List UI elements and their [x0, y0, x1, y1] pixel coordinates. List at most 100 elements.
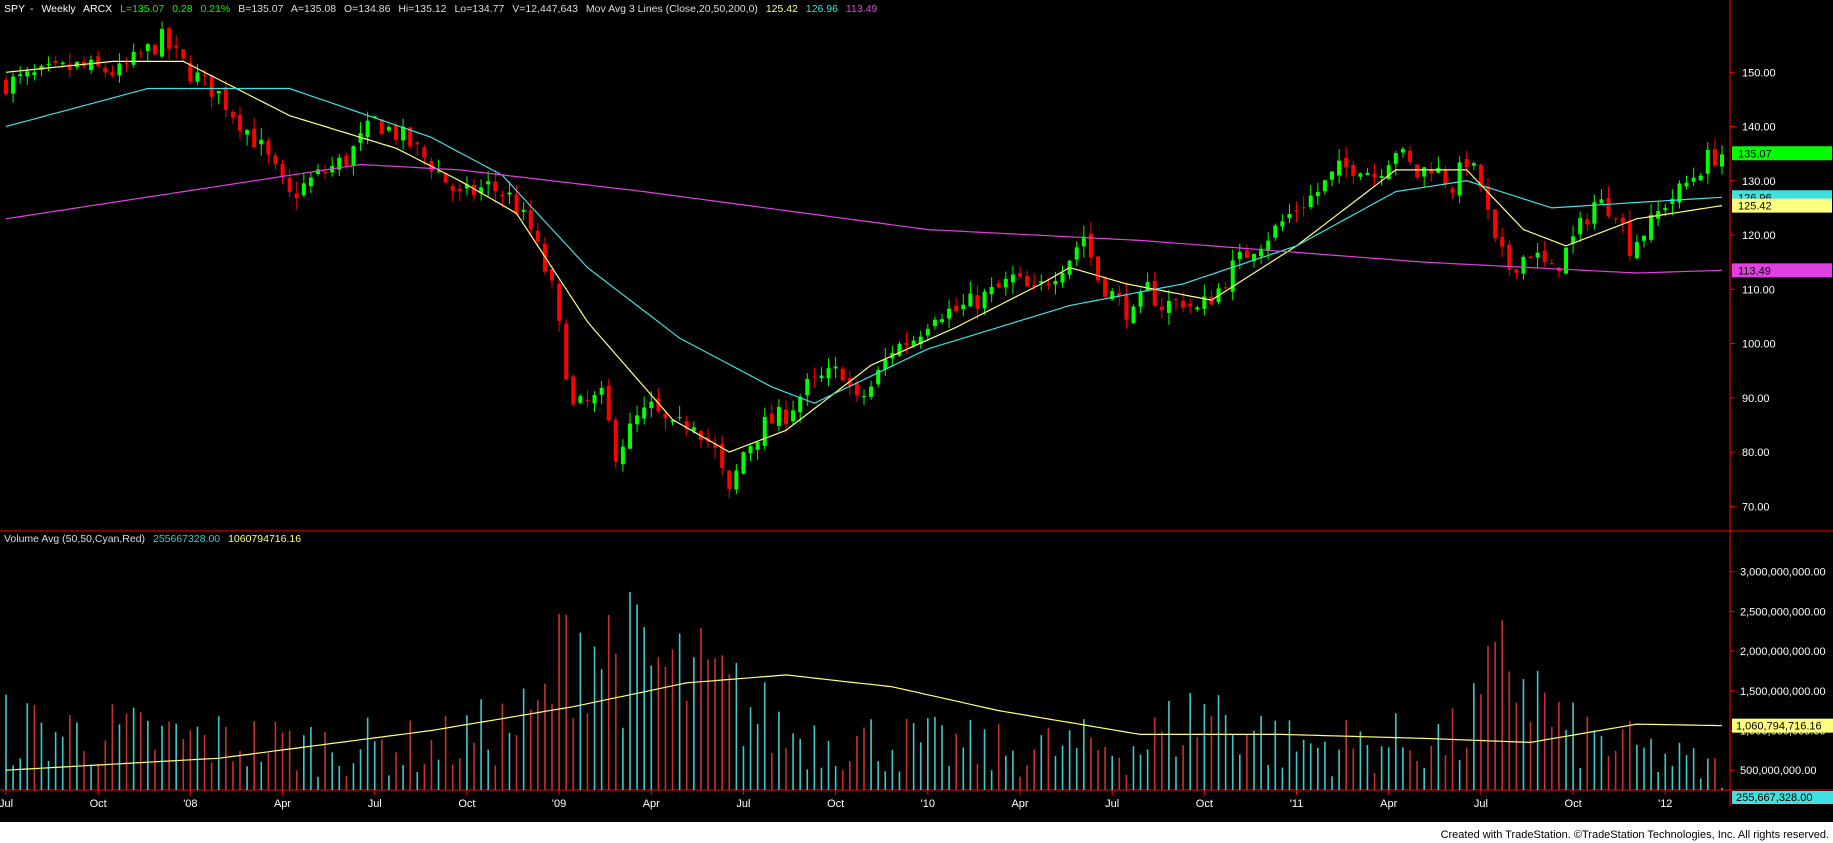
candle-body: [989, 286, 994, 295]
ma200-value: 113.49: [845, 3, 878, 15]
candle-body: [1642, 235, 1646, 241]
volume-tick-label: 2,000,000,000.00: [1740, 646, 1826, 658]
candle-body: [301, 183, 306, 196]
price-tick-label: 130.00: [1742, 176, 1776, 188]
candle-body: [940, 319, 944, 323]
ma20-value-label-box: [1732, 198, 1832, 213]
interval-label: Weekly: [41, 3, 76, 15]
candle-body: [727, 470, 732, 489]
candle-body: [1592, 202, 1597, 224]
candle-body: [103, 67, 108, 73]
candle-body: [32, 72, 37, 75]
candle-body: [415, 142, 420, 145]
candle-body: [401, 126, 406, 141]
candle-body: [663, 413, 668, 419]
candle-body: [245, 130, 250, 135]
open-label: O=134.86: [344, 3, 391, 15]
candle-body: [1110, 291, 1115, 300]
volume-last-box: [1732, 791, 1833, 804]
candle-body: [1720, 154, 1724, 167]
candle-body: [160, 28, 164, 57]
candle-body: [1585, 219, 1590, 225]
candle-body: [1003, 278, 1008, 288]
candle-body: [238, 114, 242, 131]
candle-body: [1386, 165, 1391, 180]
candle-body: [1124, 293, 1129, 320]
candle-body: [691, 427, 696, 432]
candle-body: [1230, 260, 1235, 292]
volume-avg-box-text: 1,060,794,716.16: [1736, 721, 1822, 733]
candle-body: [280, 163, 285, 177]
candle-body: [578, 396, 583, 403]
candle-body: [316, 169, 320, 174]
candle-body: [1620, 217, 1625, 224]
candle-body: [145, 44, 150, 52]
candle-body: [620, 446, 625, 465]
candle-body: [1018, 273, 1022, 277]
x-tick-label: '10: [921, 798, 935, 810]
candle-body: [1684, 182, 1689, 187]
candle-body: [181, 49, 186, 59]
candle-body: [1606, 197, 1611, 217]
candle-body: [1060, 272, 1065, 283]
candle-body: [1493, 209, 1498, 239]
candle-body: [1117, 292, 1122, 297]
candle-body: [635, 415, 640, 425]
candle-body: [968, 293, 973, 307]
candle-body: [897, 343, 902, 356]
price-tick-label: 90.00: [1742, 393, 1770, 405]
ma200-value-label-text: 113.49: [1738, 265, 1771, 277]
candle-body: [1542, 250, 1547, 263]
price-tick-label: 120.00: [1742, 230, 1776, 242]
candle-body: [592, 395, 597, 404]
candle-body: [479, 187, 484, 194]
candle-body: [1578, 218, 1583, 235]
candle-body: [755, 442, 760, 450]
candle-body: [1705, 150, 1710, 174]
candle-body: [1280, 221, 1285, 227]
candle-body: [337, 157, 342, 170]
candle-body: [1478, 164, 1483, 188]
price-header: SPY - Weekly ARCX L=135.07 0.28 0.21% B=1…: [4, 3, 878, 15]
candle-body: [457, 188, 462, 192]
candle-body: [812, 376, 817, 378]
volume-avg-value: 1060794716.16: [228, 533, 302, 545]
candle-body: [1145, 281, 1150, 291]
footer-bar: [0, 822, 1833, 843]
candle-body: [124, 63, 129, 65]
candle-body: [1464, 159, 1469, 168]
ask-label: A=135.08: [290, 3, 337, 15]
x-tick-label: Jul: [736, 798, 750, 810]
candle-body: [585, 400, 590, 402]
candle-body: [209, 74, 214, 97]
candle-body: [798, 396, 803, 413]
candle-body: [1393, 153, 1398, 164]
volume-last-box-text: 255,667,328.00: [1736, 792, 1812, 804]
candle-body: [1627, 220, 1632, 256]
high-label: Hi=135.12: [398, 3, 447, 15]
candle-body: [1450, 188, 1455, 193]
exchange-label: ARCX: [83, 3, 113, 15]
candle-body: [1025, 275, 1030, 287]
candle-body: [826, 368, 831, 379]
x-tick-label: Jul: [0, 798, 13, 810]
last-price-label-text: 135.07: [1738, 148, 1772, 160]
candle-body: [230, 112, 235, 118]
candle-body: [748, 446, 753, 454]
candle-body: [1301, 207, 1306, 209]
candle-body: [507, 192, 512, 195]
candle-body: [925, 328, 930, 336]
candle-body: [308, 177, 313, 187]
candle-body: [1457, 162, 1462, 196]
price-tick-label: 150.00: [1742, 67, 1776, 79]
candle-body: [500, 194, 505, 197]
candle-body: [1053, 281, 1058, 285]
candle-body: [571, 376, 576, 405]
candle-body: [1152, 281, 1157, 306]
footer-credit: Created with TradeStation. ©TradeStation…: [1440, 829, 1829, 841]
candle-body: [89, 59, 94, 71]
x-tick-label: Apr: [274, 798, 291, 810]
candle-body: [1315, 192, 1320, 197]
x-tick-label: Apr: [1380, 798, 1397, 810]
